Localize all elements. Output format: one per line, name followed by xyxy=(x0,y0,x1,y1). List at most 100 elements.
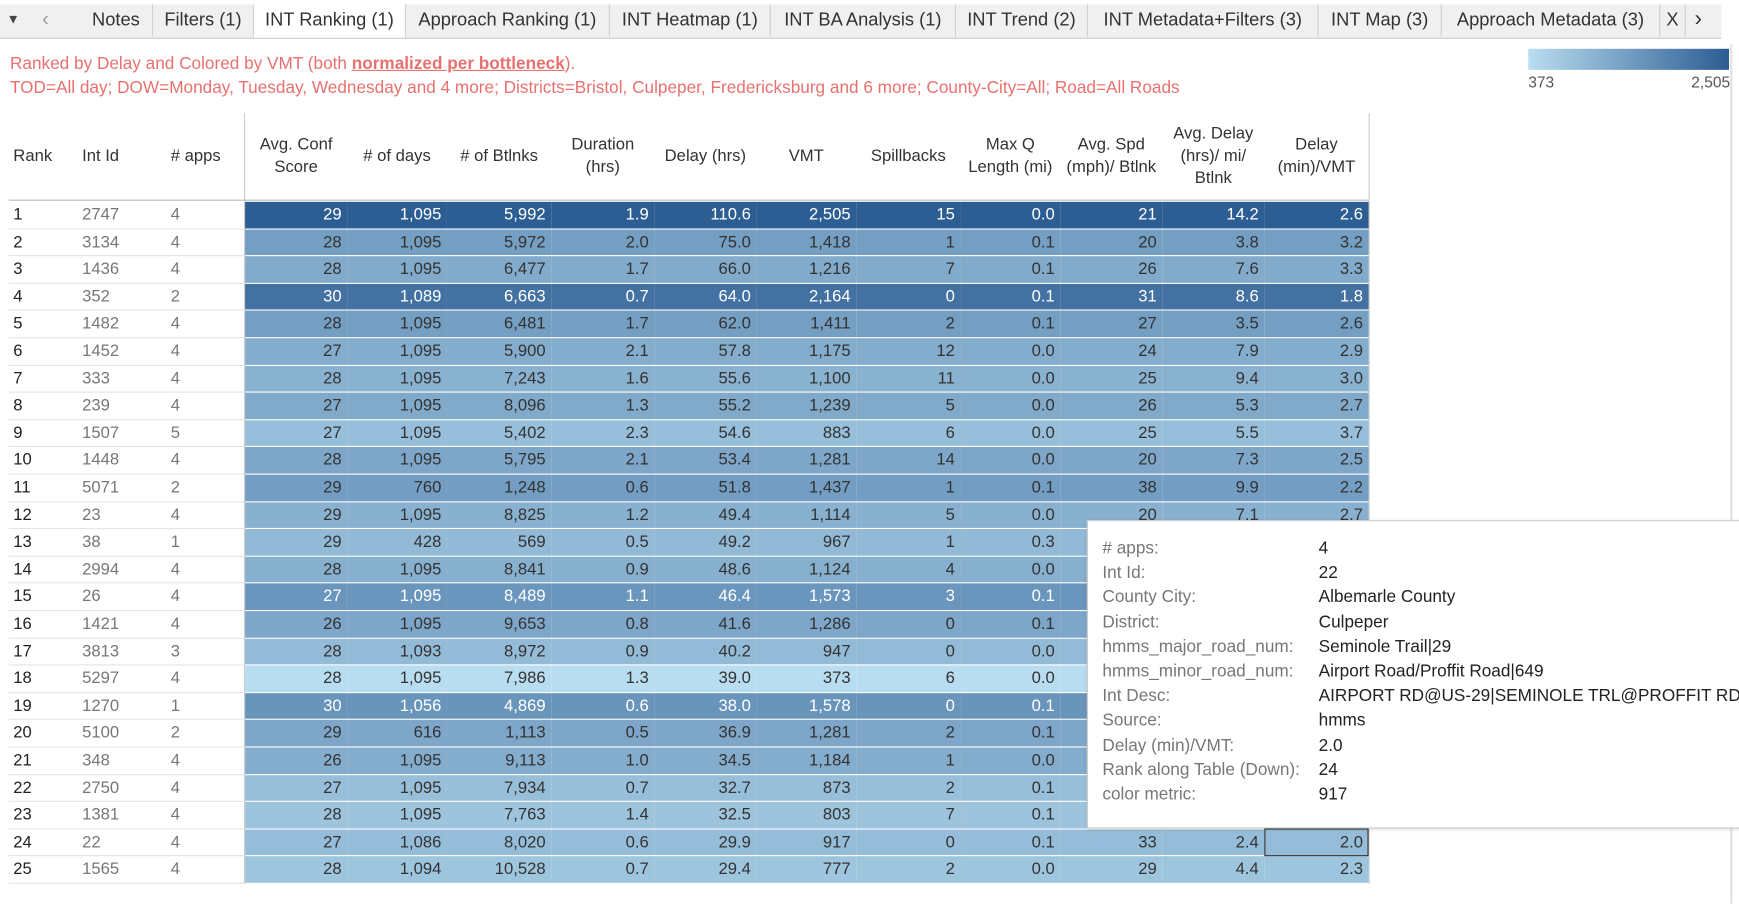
cell[interactable]: 29 xyxy=(245,720,348,747)
cell[interactable]: 0.0 xyxy=(960,665,1061,692)
cell[interactable]: 4 xyxy=(13,287,23,306)
tab-prev[interactable]: ‹ xyxy=(42,7,49,30)
cell[interactable]: 11 xyxy=(13,478,31,497)
cell[interactable]: 38 xyxy=(1060,474,1163,501)
cell[interactable]: 25 xyxy=(13,859,32,879)
cell[interactable]: 4 xyxy=(170,341,181,361)
cell[interactable]: 2.6 xyxy=(1264,310,1369,338)
cell[interactable]: 1,095 xyxy=(347,420,447,447)
cell[interactable]: 5100 xyxy=(82,723,120,743)
cell[interactable]: 803 xyxy=(756,802,857,829)
cell[interactable]: 27 xyxy=(245,583,348,610)
cell[interactable]: 2.4 xyxy=(1162,829,1265,856)
cell[interactable]: 1,124 xyxy=(756,556,857,583)
cell[interactable]: 53.4 xyxy=(654,447,757,474)
cell[interactable]: 32.5 xyxy=(654,802,757,829)
tab[interactable]: X xyxy=(1660,4,1686,37)
cell[interactable]: 15 xyxy=(13,587,32,606)
cell[interactable]: 0.5 xyxy=(551,529,655,556)
cell[interactable]: 64.0 xyxy=(654,283,757,310)
cell[interactable]: 22 xyxy=(13,778,32,797)
cell[interactable]: 0.0 xyxy=(960,420,1061,447)
cell[interactable]: 2.0 xyxy=(1264,829,1369,856)
tab[interactable]: INT Map (3) xyxy=(1319,4,1442,37)
cell[interactable]: 1,095 xyxy=(347,338,447,365)
cell[interactable]: 373 xyxy=(756,665,857,692)
cell[interactable]: 20 xyxy=(13,723,32,743)
cell[interactable]: 3.8 xyxy=(1162,229,1265,256)
cell[interactable]: 1.1 xyxy=(551,583,655,610)
cell[interactable]: 18 xyxy=(13,668,32,688)
cell[interactable]: 1381 xyxy=(82,805,120,825)
cell[interactable]: 1,437 xyxy=(756,474,857,501)
cell[interactable]: 21 xyxy=(1060,201,1163,229)
cell[interactable]: 0.7 xyxy=(551,774,655,801)
cell[interactable]: 30 xyxy=(245,283,348,310)
cell[interactable]: 38.0 xyxy=(654,692,757,720)
cell[interactable]: 25 xyxy=(1060,365,1163,392)
cell[interactable]: 2,164 xyxy=(756,283,857,310)
cell[interactable]: 3 xyxy=(856,583,961,610)
cell[interactable]: 5 xyxy=(170,423,181,443)
cell[interactable]: 1,094 xyxy=(347,856,447,883)
cell[interactable]: 1,114 xyxy=(756,501,857,529)
cell[interactable]: 13 xyxy=(13,532,32,552)
cell[interactable]: 2 xyxy=(170,478,181,497)
cell[interactable]: 12 xyxy=(13,505,32,525)
cell[interactable]: 9.9 xyxy=(1162,474,1265,501)
cell[interactable]: 3134 xyxy=(82,232,120,252)
cell[interactable]: 5,900 xyxy=(446,338,552,365)
cell[interactable]: 4 xyxy=(170,396,181,415)
cell[interactable]: 0.3 xyxy=(960,529,1061,556)
cell[interactable]: 4.4 xyxy=(1162,856,1265,883)
cell[interactable]: 0.0 xyxy=(960,501,1061,529)
cell[interactable]: 9.4 xyxy=(1162,365,1265,392)
cell[interactable]: 1,281 xyxy=(756,720,857,747)
cell[interactable]: 7 xyxy=(856,802,961,829)
cell[interactable]: 1,113 xyxy=(446,720,552,747)
cell[interactable]: 66.0 xyxy=(654,256,757,283)
cell[interactable]: 2.5 xyxy=(1264,447,1369,474)
cell[interactable]: 36.9 xyxy=(654,720,757,747)
cell[interactable]: 1,095 xyxy=(347,802,447,829)
cell[interactable]: 1,056 xyxy=(347,692,447,720)
cell[interactable]: 1 xyxy=(13,205,23,225)
cell[interactable]: 28 xyxy=(245,638,348,665)
cell[interactable]: 1,095 xyxy=(347,583,447,610)
cell[interactable]: 4 xyxy=(170,750,181,770)
cell[interactable]: 1,086 xyxy=(347,829,447,856)
cell[interactable]: 1421 xyxy=(82,614,120,634)
cell[interactable]: 6 xyxy=(856,420,961,447)
cell[interactable]: 33 xyxy=(1060,829,1163,856)
cell[interactable]: 2.2 xyxy=(1264,474,1369,501)
cell[interactable]: 9 xyxy=(13,423,23,443)
cell[interactable]: 0.1 xyxy=(960,829,1061,856)
cell[interactable]: 0.0 xyxy=(960,856,1061,883)
cell[interactable]: 1.3 xyxy=(551,392,655,419)
cell[interactable]: 1.6 xyxy=(551,365,655,392)
cell[interactable]: 29.9 xyxy=(654,829,757,856)
cell[interactable]: 0.0 xyxy=(960,201,1061,229)
cell[interactable]: 8,825 xyxy=(446,501,552,529)
cell[interactable]: 4 xyxy=(170,314,181,334)
cell[interactable]: 6,481 xyxy=(446,310,552,338)
cell[interactable]: 1,095 xyxy=(347,229,447,256)
cell[interactable]: 4 xyxy=(170,805,181,825)
tab[interactable]: INT Metadata+Filters (3) xyxy=(1088,4,1319,37)
cell[interactable]: 1,089 xyxy=(347,283,447,310)
cell[interactable]: 4 xyxy=(170,587,181,606)
cell[interactable]: 0.1 xyxy=(960,256,1061,283)
cell[interactable]: 873 xyxy=(756,774,857,801)
cell[interactable]: 4 xyxy=(170,832,181,852)
cell[interactable]: 2994 xyxy=(82,559,120,579)
cell[interactable]: 0.6 xyxy=(551,829,655,856)
cell[interactable]: 0.6 xyxy=(551,474,655,501)
cell[interactable]: 23 xyxy=(13,805,32,825)
cell[interactable]: 27 xyxy=(245,338,348,365)
cell[interactable]: 48.6 xyxy=(654,556,757,583)
cell[interactable]: 55.2 xyxy=(654,392,757,419)
cell[interactable]: 28 xyxy=(245,856,348,883)
cell[interactable]: 5 xyxy=(13,314,23,334)
cell[interactable]: 1,175 xyxy=(756,338,857,365)
cell[interactable]: 3.7 xyxy=(1264,420,1369,447)
